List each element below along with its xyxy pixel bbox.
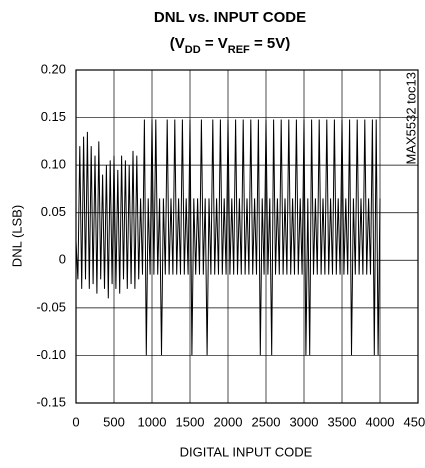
subtitle-part: (V [170, 35, 185, 52]
y-tick-label: 0.20 [41, 61, 66, 76]
annotation: MAX5532 toc13 [403, 72, 418, 165]
y-tick-label: 0.15 [41, 109, 66, 124]
x-tick-label: 3000 [290, 414, 319, 429]
y-tick-label: 0 [59, 252, 66, 267]
x-tick-label: 3500 [328, 414, 357, 429]
x-tick-label: 2000 [214, 414, 243, 429]
y-tick-label: 0.05 [41, 204, 66, 219]
x-tick-label: 1000 [138, 414, 167, 429]
x-tick-label: 4500 [404, 414, 425, 429]
chart-subtitle: (VDD = VREF = 5V) [170, 35, 290, 56]
x-tick-label: 4000 [366, 414, 395, 429]
x-tick-label: 0 [72, 414, 79, 429]
subtitle-part: = V [201, 35, 228, 52]
subtitle-part: = 5V) [250, 35, 290, 52]
x-axis-label: DIGITAL INPUT CODE [180, 444, 313, 459]
chart-title: DNL vs. INPUT CODE [154, 9, 306, 26]
y-tick-label: -0.15 [36, 394, 66, 409]
data-line [75, 119, 381, 356]
x-tick-label: 2500 [252, 414, 281, 429]
plot-frame [75, 69, 419, 404]
y-tick-label: -0.05 [36, 299, 66, 314]
x-tick-label: 500 [103, 414, 125, 429]
subtitle-part: REF [228, 44, 250, 56]
x-tick-label: 1500 [176, 414, 205, 429]
y-axis-label: DNL (LSB) [9, 205, 24, 267]
y-tick-label: -0.10 [36, 347, 66, 362]
y-tick-label: 0.10 [41, 157, 66, 172]
subtitle-part: DD [185, 44, 201, 56]
